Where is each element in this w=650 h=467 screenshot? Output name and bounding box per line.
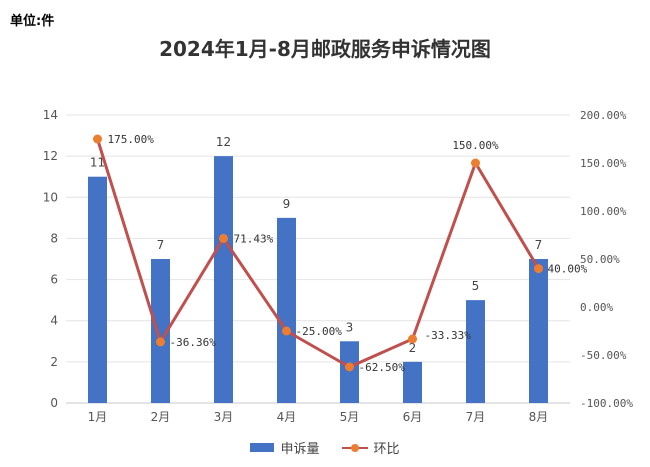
line-point bbox=[282, 326, 291, 336]
bar-data-label: 12 bbox=[216, 135, 231, 149]
legend-bar-swatch bbox=[250, 443, 275, 452]
line-series bbox=[93, 134, 543, 372]
grid-lines bbox=[66, 114, 570, 404]
bar-data-label: 5 bbox=[472, 279, 480, 293]
x-tick-label: 1月 bbox=[88, 410, 108, 424]
right-tick-label: 200.00% bbox=[580, 109, 627, 122]
line-data-label: 40.00% bbox=[548, 263, 588, 276]
bar bbox=[151, 259, 170, 403]
left-tick-label: 2 bbox=[50, 355, 58, 369]
x-tick-label: 7月 bbox=[466, 410, 486, 424]
right-tick-label: -100.00% bbox=[580, 397, 633, 410]
legend-label-bar: 申诉量 bbox=[280, 442, 320, 457]
chart-title: 2024年1月-8月邮政服务申诉情况图 bbox=[159, 37, 491, 61]
line-point bbox=[156, 337, 165, 347]
x-tick-label: 6月 bbox=[403, 410, 423, 424]
right-tick-label: 100.00% bbox=[580, 205, 627, 218]
line-data-label: -25.00% bbox=[296, 325, 343, 338]
line-point bbox=[93, 134, 102, 144]
right-axis-ticks: -100.00% -50.00% 0.00% 50.00% 100.00% 150.00%… bbox=[580, 109, 633, 410]
line-data-labels: 175.00% -36.36% 71.43% -25.00% -62.50% -33.33… bbox=[108, 133, 588, 374]
legend-label-line: 环比 bbox=[373, 442, 400, 457]
line-data-label: -33.33% bbox=[425, 329, 472, 342]
left-tick-label: 12 bbox=[43, 149, 58, 163]
bar-data-label: 3 bbox=[346, 320, 354, 334]
bar bbox=[277, 217, 296, 403]
left-tick-label: 10 bbox=[43, 190, 58, 204]
line-data-label: -62.50% bbox=[359, 361, 406, 374]
left-tick-label: 0 bbox=[50, 396, 58, 410]
line-data-label: 71.43% bbox=[234, 232, 274, 245]
bar-data-label: 9 bbox=[283, 197, 291, 211]
legend-item-bar: 申诉量 bbox=[250, 438, 320, 457]
bar-data-labels: 11 7 12 9 3 2 5 7 bbox=[90, 135, 542, 355]
bar bbox=[529, 259, 548, 403]
line-point bbox=[219, 233, 228, 243]
x-tick-label: 3月 bbox=[214, 410, 234, 424]
x-tick-label: 4月 bbox=[277, 410, 297, 424]
line-point bbox=[345, 362, 354, 372]
line-data-label: -36.36% bbox=[170, 336, 217, 349]
right-tick-label: 50.00% bbox=[580, 253, 620, 266]
left-tick-label: 14 bbox=[43, 108, 58, 122]
right-tick-label: 0.00% bbox=[580, 301, 613, 314]
right-tick-label: 150.00% bbox=[580, 157, 627, 170]
line-point bbox=[471, 158, 480, 168]
legend-line-swatch bbox=[341, 442, 368, 454]
bar-data-label: 7 bbox=[157, 238, 165, 252]
left-tick-label: 8 bbox=[50, 231, 58, 245]
bar-data-label: 11 bbox=[90, 156, 105, 170]
x-tick-label: 5月 bbox=[340, 410, 360, 424]
x-tick-label: 2月 bbox=[151, 410, 171, 424]
x-tick-label: 8月 bbox=[529, 410, 549, 424]
bar bbox=[403, 361, 422, 403]
right-tick-label: -50.00% bbox=[580, 349, 627, 362]
legend-item-line: 环比 bbox=[341, 438, 400, 457]
line-point bbox=[534, 264, 543, 274]
legend: 申诉量 环比 bbox=[0, 438, 650, 457]
bar bbox=[88, 176, 107, 403]
unit-label: 单位:件 bbox=[10, 14, 55, 29]
bar bbox=[214, 156, 233, 403]
left-axis-ticks: 0 2 4 6 8 10 12 14 bbox=[43, 108, 58, 410]
line-path bbox=[96, 138, 540, 369]
bar bbox=[466, 300, 485, 403]
bar-series bbox=[88, 156, 548, 403]
line-data-label: 150.00% bbox=[452, 139, 499, 152]
line-point bbox=[408, 334, 417, 344]
x-axis-ticks: 1月 2月 3月 4月 5月 6月 7月 8月 bbox=[88, 410, 549, 424]
line-data-label: 175.00% bbox=[108, 133, 155, 146]
bar-data-label: 7 bbox=[535, 238, 543, 252]
bar-data-label: 2 bbox=[409, 341, 417, 355]
left-tick-label: 6 bbox=[50, 273, 58, 287]
bar bbox=[340, 341, 359, 403]
left-tick-label: 4 bbox=[50, 314, 58, 328]
